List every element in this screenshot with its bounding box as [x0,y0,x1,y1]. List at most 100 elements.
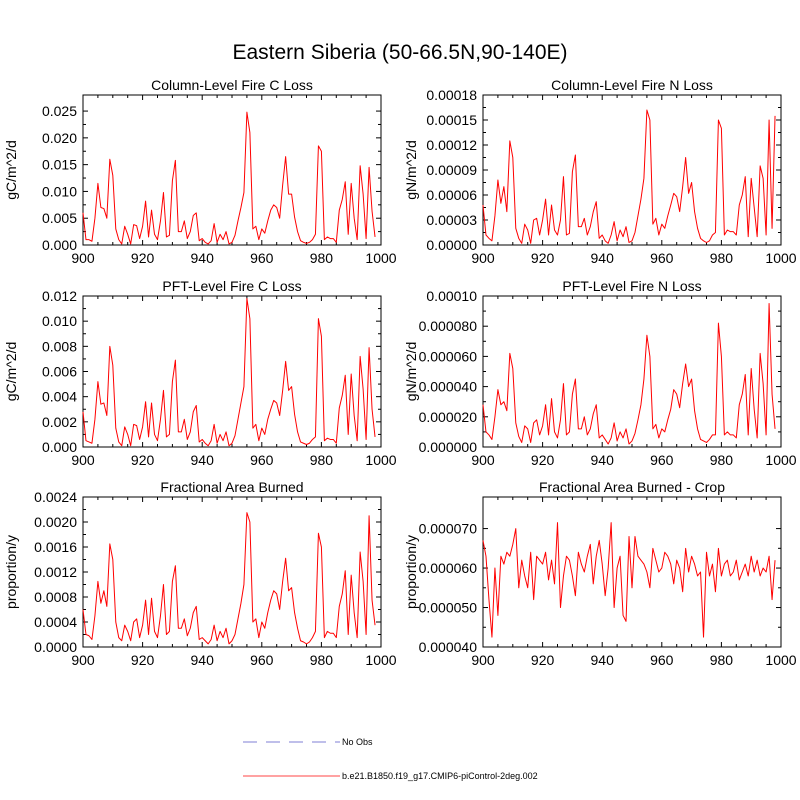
y-tick-label: 0.012 [42,288,77,304]
panel-title: Fractional Area Burned [160,479,303,495]
y-tick-label: 0.00009 [426,162,477,178]
x-tick-label: 920 [531,250,555,266]
panel-title: Column-Level Fire C Loss [151,77,313,93]
y-tick-label: 0.0000 [34,639,77,655]
y-tick-label: 0.004 [42,389,77,405]
x-tick-label: 1000 [765,652,796,668]
x-tick-label: 960 [250,452,274,468]
chart-panel-6: Fractional Area Burned - Crop proportion/… [403,479,797,668]
plot-frame [482,295,782,448]
x-tick-label: 980 [710,250,734,266]
panel-title: Fractional Area Burned - Crop [539,479,725,495]
y-tick-label: 0.000020 [419,409,478,425]
legend-label-model: b.e21.B1850.f19_g17.CMIP6-piControl-2deg… [342,771,538,781]
x-tick-label: 920 [131,250,155,266]
y-tick-label: 0.00012 [426,137,477,153]
y-tick-label: 0.000040 [419,639,478,655]
legend-label-no-obs: No Obs [342,737,373,747]
x-tick-label: 980 [310,250,334,266]
y-tick-label: 0.0012 [34,564,77,580]
plot-frame [82,94,382,246]
x-tick-label: 900 [471,652,495,668]
panel-title: Column-Level Fire N Loss [551,77,713,93]
y-axis-label: gN/m^2/d [403,140,419,199]
y-tick-label: 0.002 [42,414,77,430]
chart-panel-5: Fractional Area Burned proportion/y 900 920… [3,479,397,668]
series-line [82,512,376,645]
panel-title: PFT-Level Fire C Loss [162,278,301,294]
y-axis-label: proportion/y [403,535,419,609]
y-tick-label: 0.0024 [34,489,77,505]
y-tick-label: 0.000 [42,237,77,253]
panels: Column-Level Fire C Loss gC/m^2/d 900 920 94… [3,77,797,668]
plot-frame [482,94,782,246]
x-tick-label: 1000 [365,652,396,668]
series-line [82,298,376,447]
y-tick-label: 0.000080 [419,318,478,334]
x-tick-label: 940 [191,250,215,266]
y-axis-label: proportion/y [3,535,19,609]
y-axis-label: gC/m^2/d [3,140,19,199]
x-tick-label: 1000 [365,250,396,266]
x-tick-label: 960 [250,250,274,266]
y-tick-label: 0.000070 [419,521,478,537]
x-tick-label: 920 [531,652,555,668]
x-tick-label: 900 [71,452,95,468]
x-tick-label: 1000 [765,250,796,266]
x-tick-label: 940 [591,452,615,468]
series-line [482,522,776,638]
y-tick-label: 0.00000 [426,237,477,253]
x-tick-label: 980 [310,652,334,668]
chart-panel-4: PFT-Level Fire N Loss gN/m^2/d 900 920 940 96… [403,278,797,468]
y-tick-label: 0.000040 [419,379,478,395]
series-line [82,111,376,245]
y-tick-label: 0.00010 [426,288,477,304]
y-tick-label: 0.020 [42,130,77,146]
plot-frame [482,496,782,648]
panel-title: PFT-Level Fire N Loss [562,278,701,294]
plot-frame [82,295,382,448]
legend: No Obs b.e21.B1850.f19_g17.CMIP6-piContr… [243,737,538,781]
x-tick-label: 980 [710,652,734,668]
x-tick-label: 940 [191,452,215,468]
y-axis-label: gN/m^2/d [403,342,419,401]
y-tick-label: 0.000000 [419,439,478,455]
chart-panel-2: Column-Level Fire N Loss gN/m^2/d 900 920 94… [403,77,797,266]
y-tick-label: 0.00003 [426,212,477,228]
y-tick-label: 0.000 [42,439,77,455]
y-tick-label: 0.0016 [34,539,77,555]
series-line [482,109,776,244]
x-tick-label: 960 [650,452,674,468]
series-line [482,303,776,445]
y-tick-label: 0.000060 [419,560,478,576]
x-tick-label: 920 [531,452,555,468]
x-tick-label: 1000 [365,452,396,468]
y-tick-label: 0.00006 [426,187,477,203]
x-tick-label: 940 [191,652,215,668]
x-tick-label: 980 [710,452,734,468]
x-tick-label: 920 [131,452,155,468]
figure-title: Eastern Siberia (50-66.5N,90-140E) [232,41,567,64]
y-tick-label: 0.006 [42,364,77,380]
x-tick-label: 960 [650,250,674,266]
y-tick-label: 0.025 [42,103,77,119]
y-tick-label: 0.0004 [34,614,77,630]
x-tick-label: 960 [250,652,274,668]
x-tick-label: 900 [71,652,95,668]
x-tick-label: 980 [310,452,334,468]
x-tick-label: 920 [131,652,155,668]
y-tick-label: 0.00015 [426,112,477,128]
x-tick-label: 1000 [765,452,796,468]
x-tick-label: 940 [591,250,615,266]
chart-panel-1: Column-Level Fire C Loss gC/m^2/d 900 920 94… [3,77,397,266]
chart-panel-3: PFT-Level Fire C Loss gC/m^2/d 900 920 940 96… [3,278,397,468]
x-tick-label: 900 [471,452,495,468]
x-tick-label: 900 [471,250,495,266]
y-tick-label: 0.008 [42,338,77,354]
y-tick-label: 0.015 [42,157,77,173]
y-tick-label: 0.010 [42,313,77,329]
y-tick-label: 0.000060 [419,348,478,364]
x-tick-label: 900 [71,250,95,266]
plot-frame [82,496,382,648]
